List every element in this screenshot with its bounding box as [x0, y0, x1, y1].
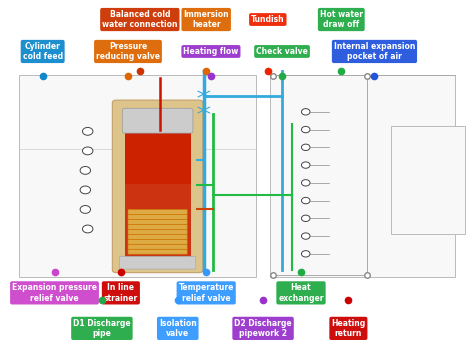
Circle shape [80, 206, 91, 213]
Circle shape [301, 162, 310, 168]
Circle shape [301, 233, 310, 239]
Text: Tundish: Tundish [251, 15, 284, 24]
FancyBboxPatch shape [128, 244, 187, 249]
Text: Internal expansion
pocket of air: Internal expansion pocket of air [334, 42, 415, 61]
FancyBboxPatch shape [112, 100, 203, 273]
FancyBboxPatch shape [119, 256, 196, 269]
Text: Isolation
valve: Isolation valve [159, 319, 197, 338]
FancyBboxPatch shape [128, 249, 187, 254]
Circle shape [301, 109, 310, 115]
FancyBboxPatch shape [128, 229, 187, 234]
FancyBboxPatch shape [125, 184, 191, 259]
Text: Check valve: Check valve [256, 47, 308, 56]
Text: Heat
exchanger: Heat exchanger [278, 283, 324, 302]
FancyBboxPatch shape [391, 126, 465, 234]
Circle shape [301, 197, 310, 204]
Circle shape [301, 180, 310, 186]
FancyBboxPatch shape [125, 122, 191, 184]
FancyBboxPatch shape [128, 209, 187, 214]
Text: Hot water
draw off: Hot water draw off [320, 10, 363, 29]
Circle shape [82, 127, 93, 135]
FancyBboxPatch shape [270, 75, 455, 277]
Text: Heating
return: Heating return [331, 319, 365, 338]
Text: Heating flow: Heating flow [183, 47, 238, 56]
FancyBboxPatch shape [128, 214, 187, 219]
Text: D2 Discharge
pipework 2: D2 Discharge pipework 2 [234, 319, 292, 338]
FancyBboxPatch shape [19, 75, 256, 277]
Circle shape [301, 144, 310, 151]
Text: Pressure
reducing valve: Pressure reducing valve [96, 42, 160, 61]
Circle shape [82, 147, 93, 155]
Text: Immersion
heater: Immersion heater [183, 10, 229, 29]
Circle shape [80, 166, 91, 174]
FancyBboxPatch shape [128, 219, 187, 224]
Text: Expansion pressure
relief valve: Expansion pressure relief valve [12, 283, 97, 302]
FancyBboxPatch shape [128, 239, 187, 244]
Circle shape [301, 126, 310, 133]
Circle shape [80, 186, 91, 194]
Text: Temperature
relief valve: Temperature relief valve [179, 283, 234, 302]
Circle shape [301, 215, 310, 222]
FancyBboxPatch shape [128, 224, 187, 229]
FancyBboxPatch shape [128, 234, 187, 239]
Text: Balanced cold
water connection: Balanced cold water connection [102, 10, 178, 29]
Circle shape [82, 225, 93, 233]
Text: Cylinder
cold feed: Cylinder cold feed [23, 42, 63, 61]
Circle shape [301, 251, 310, 257]
Text: D1 Discharge
pipe: D1 Discharge pipe [73, 319, 131, 338]
Text: In line
strainer: In line strainer [104, 283, 138, 302]
FancyBboxPatch shape [122, 108, 193, 133]
